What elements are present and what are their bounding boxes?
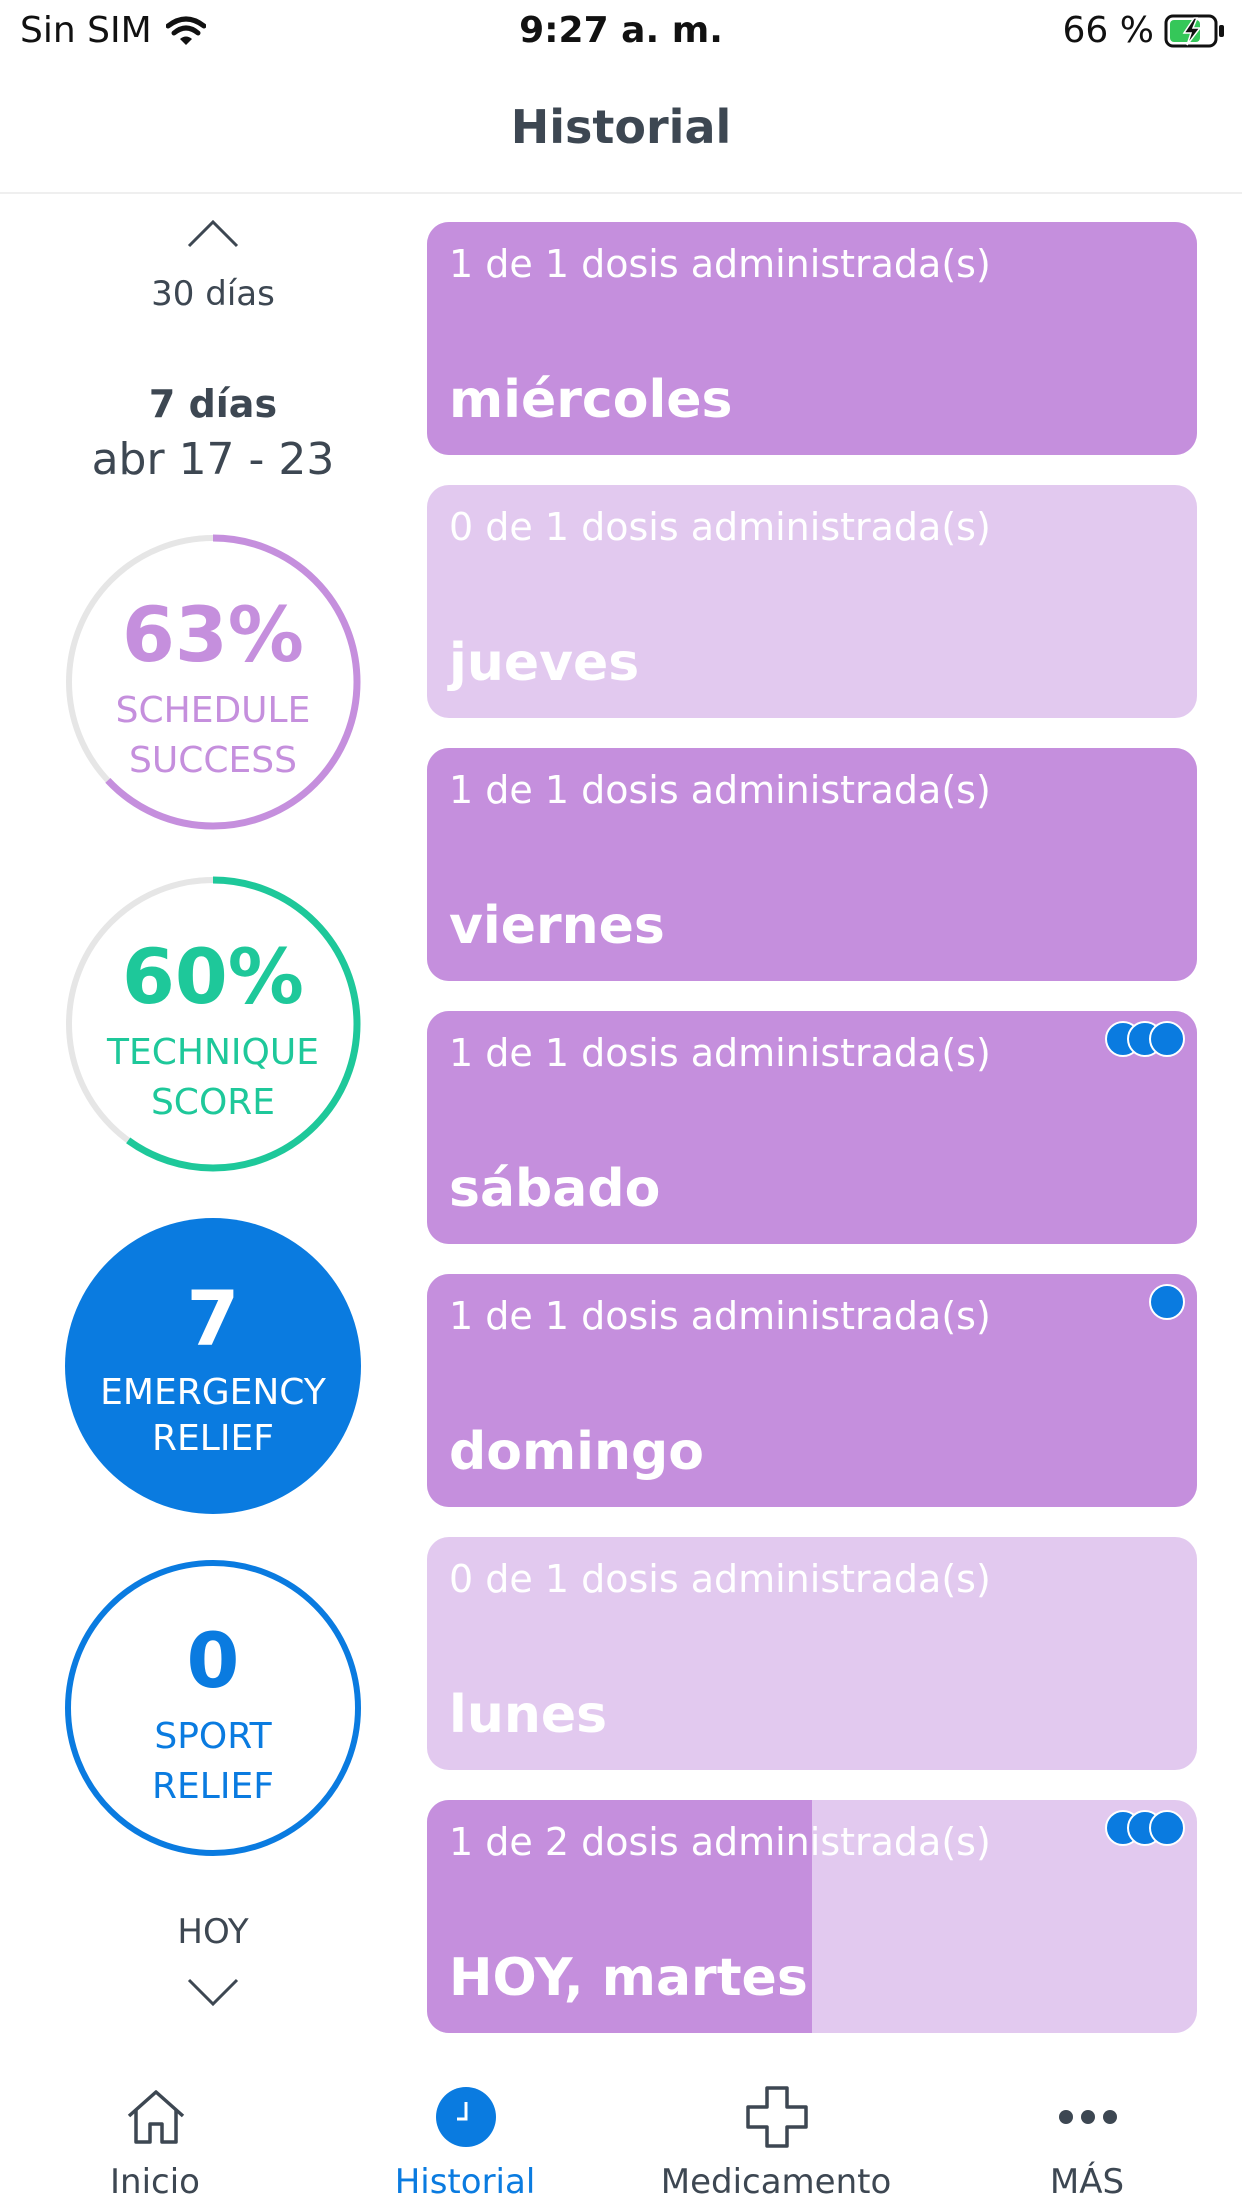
tab-label: Medicamento <box>660 2162 892 2202</box>
more-dots-icon <box>1059 2110 1117 2124</box>
day-name: miércoles <box>449 370 733 430</box>
battery-percent: 66 % <box>1062 10 1154 51</box>
range-next-label[interactable]: HOY <box>177 1912 249 1952</box>
day-card[interactable]: 1 de 2 dosis administrada(s) HOY, martes <box>427 1800 1197 2033</box>
range-current-label: 7 días <box>148 382 278 426</box>
event-dot <box>1149 1284 1185 1320</box>
battery-charging-icon <box>1164 14 1224 47</box>
sport-relief-circle <box>65 1560 361 1856</box>
dose-count: 0 de 1 dosis administrada(s) <box>449 1557 991 1601</box>
dose-progress-fill <box>427 222 1197 455</box>
technique-label-line1: TECHNIQUE <box>107 1032 319 1073</box>
dose-progress-fill <box>427 1011 1197 1244</box>
tab-inicio[interactable]: Inicio <box>0 2042 310 2208</box>
emergency-relief-badge[interactable]: 7 EMERGENCY RELIEF <box>63 1216 363 1516</box>
event-dot <box>1149 1810 1185 1846</box>
event-dots <box>1105 1810 1185 1846</box>
battery-group: 66 % <box>1063 10 1226 51</box>
event-dot <box>1149 1021 1185 1057</box>
schedule-label-line2: SUCCESS <box>129 740 297 781</box>
day-card[interactable]: 1 de 1 dosis administrada(s) miércoles <box>427 222 1197 455</box>
dose-count: 1 de 2 dosis administrada(s) <box>449 1820 991 1864</box>
dose-count: 1 de 1 dosis administrada(s) <box>449 242 991 286</box>
carrier-group: Sin SIM <box>20 10 206 51</box>
day-name: lunes <box>449 1685 608 1745</box>
tab-label: MÁS <box>1049 2162 1125 2202</box>
day-name: jueves <box>449 633 640 693</box>
chevron-down-icon[interactable] <box>183 1972 243 2012</box>
day-card[interactable]: 0 de 1 dosis administrada(s) lunes <box>427 1537 1197 1770</box>
tab-label: Historial <box>394 2162 536 2202</box>
technique-gauge-ring <box>65 876 361 1172</box>
dose-count: 1 de 1 dosis administrada(s) <box>449 768 991 812</box>
dose-count: 0 de 1 dosis administrada(s) <box>449 505 991 549</box>
day-name: domingo <box>449 1422 704 1482</box>
sport-label-line1: SPORT <box>154 1716 272 1757</box>
day-name: sábado <box>449 1159 661 1219</box>
sport-relief-label: SPORT RELIEF <box>63 1712 363 1812</box>
day-card[interactable]: 1 de 1 dosis administrada(s) sábado <box>427 1011 1197 1244</box>
page-title: Historial <box>510 100 732 154</box>
day-card[interactable]: 1 de 1 dosis administrada(s) viernes <box>427 748 1197 981</box>
technique-score-value: 60% <box>122 932 304 1021</box>
dose-count: 1 de 1 dosis administrada(s) <box>449 1031 991 1075</box>
emergency-relief-label: EMERGENCY RELIEF <box>63 1370 363 1462</box>
sport-relief-badge[interactable]: 0 SPORT RELIEF <box>63 1558 363 1858</box>
day-card[interactable]: 1 de 1 dosis administrada(s) domingo <box>427 1274 1197 1507</box>
status-bar: Sin SIM 9:27 a. m. 66 % <box>0 0 1242 66</box>
event-dots <box>1149 1284 1185 1320</box>
tab-bar: Inicio Historial Medicamento MÁS <box>0 2042 1242 2208</box>
tab-mas[interactable]: MÁS <box>932 2042 1242 2208</box>
summary-column: 30 días 7 días abr 17 - 23 63% SCHEDULE … <box>0 192 426 2042</box>
technique-score-label: TECHNIQUE SCORE <box>63 1028 363 1128</box>
schedule-success-gauge[interactable]: 63% SCHEDULE SUCCESS <box>63 532 363 832</box>
dose-progress-fill <box>427 1800 812 2033</box>
emergency-relief-value: 7 <box>186 1274 240 1363</box>
day-name: viernes <box>449 896 665 956</box>
wifi-icon <box>165 16 206 45</box>
day-name: HOY, martes <box>449 1948 808 2008</box>
dose-progress-fill <box>427 748 1197 981</box>
schedule-label-line1: SCHEDULE <box>115 690 311 731</box>
tab-label: Inicio <box>110 2162 200 2202</box>
clock-icon <box>436 2087 496 2147</box>
day-card[interactable]: 0 de 1 dosis administrada(s) jueves <box>427 485 1197 718</box>
carrier-label: Sin SIM <box>20 10 152 51</box>
home-icon <box>127 2090 185 2144</box>
emergency-relief-circle <box>65 1218 361 1514</box>
chevron-up-icon[interactable] <box>183 214 243 254</box>
sport-relief-value: 0 <box>186 1616 240 1705</box>
schedule-success-value: 63% <box>122 590 304 679</box>
tab-medicamento[interactable]: Medicamento <box>621 2042 931 2208</box>
emergency-label-line2: RELIEF <box>152 1418 274 1459</box>
schedule-gauge-ring <box>65 534 361 830</box>
status-time: 9:27 a. m. <box>519 10 723 51</box>
emergency-label-line1: EMERGENCY <box>100 1372 326 1413</box>
schedule-success-label: SCHEDULE SUCCESS <box>63 686 363 786</box>
technique-label-line2: SCORE <box>150 1082 276 1123</box>
dose-count: 1 de 1 dosis administrada(s) <box>449 1294 991 1338</box>
range-dates: abr 17 - 23 <box>91 434 335 485</box>
medical-cross-icon <box>746 2086 808 2148</box>
dose-progress-fill <box>427 1274 1197 1507</box>
sport-label-line2: RELIEF <box>152 1766 274 1807</box>
range-prev-label[interactable]: 30 días <box>151 274 275 314</box>
event-dots <box>1105 1021 1185 1057</box>
tab-historial[interactable]: Historial <box>310 2042 620 2208</box>
technique-score-gauge[interactable]: 60% TECHNIQUE SCORE <box>63 874 363 1174</box>
nav-header: Historial <box>0 66 1242 194</box>
